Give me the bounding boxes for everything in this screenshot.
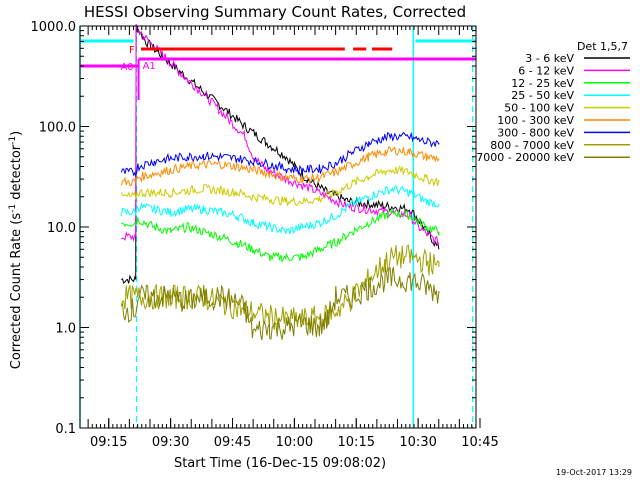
flag-label-f: F [129, 45, 135, 56]
y-tick-label: 1.0 [55, 322, 76, 337]
series-line-5 [120, 164, 440, 206]
flag-label-a0: A0 [120, 62, 133, 73]
legend-label-5: 50 - 100 keV [504, 102, 574, 115]
legend-label-2: 6 - 12 keV [518, 64, 574, 77]
x-tick-label: 10:00 [276, 435, 313, 450]
x-tick-label: 09:30 [152, 435, 189, 450]
axis-group: 0.1 1.0 10.0 100.0 1000.0 09:15 09:30 09:45 10:0… [31, 20, 499, 450]
series-line-9 [121, 266, 440, 341]
legend-label-1: 3 - 6 keV [525, 52, 574, 65]
legend-title: Det 1,5,7 [577, 40, 628, 53]
y-tick-label: 100.0 [39, 121, 76, 136]
flag-group: F A0 A1 [80, 45, 476, 100]
x-tick-label: 10:15 [338, 435, 375, 450]
legend-label-6: 100 - 300 keV [497, 114, 574, 127]
series-line-7 [120, 131, 440, 177]
timestamp: 19-Oct-2017 13:29 [556, 468, 632, 477]
legend-label-3: 12 - 25 keV [511, 77, 574, 90]
y-axis-label: Corrected Count Rate (s-1 detector-1) [8, 131, 24, 369]
series-line-4 [120, 184, 440, 235]
y-tick-label: 1000.0 [31, 20, 77, 35]
series-line-8 [120, 244, 440, 330]
svg-text:Corrected Count Rate (s-1 dete: Corrected Count Rate (s-1 detector-1) [8, 131, 24, 369]
series-line-3 [121, 207, 440, 264]
legend-label-4: 25 - 50 keV [511, 89, 574, 102]
x-tick-label: 10:30 [399, 435, 436, 450]
flag-label-a1: A1 [143, 61, 156, 72]
series-line-6 [120, 145, 440, 187]
legend-label-7: 300 - 800 keV [497, 126, 574, 139]
series-line-1 [121, 24, 440, 284]
x-tick-label: 10:45 [461, 435, 498, 450]
legend-label-9: 7000 - 20000 keV [476, 151, 574, 164]
x-axis-label: Start Time (16-Dec-15 09:08:02) [174, 456, 386, 471]
y-tick-label: 10.0 [47, 221, 76, 236]
x-tick-label: 09:45 [214, 435, 251, 450]
x-tick-label: 09:15 [90, 435, 127, 450]
chart-title: HESSI Observing Summary Count Rates, Cor… [84, 3, 466, 21]
legend-label-8: 800 - 7000 keV [490, 139, 574, 152]
y-tick-label: 0.1 [55, 422, 76, 437]
series-group [120, 23, 440, 341]
